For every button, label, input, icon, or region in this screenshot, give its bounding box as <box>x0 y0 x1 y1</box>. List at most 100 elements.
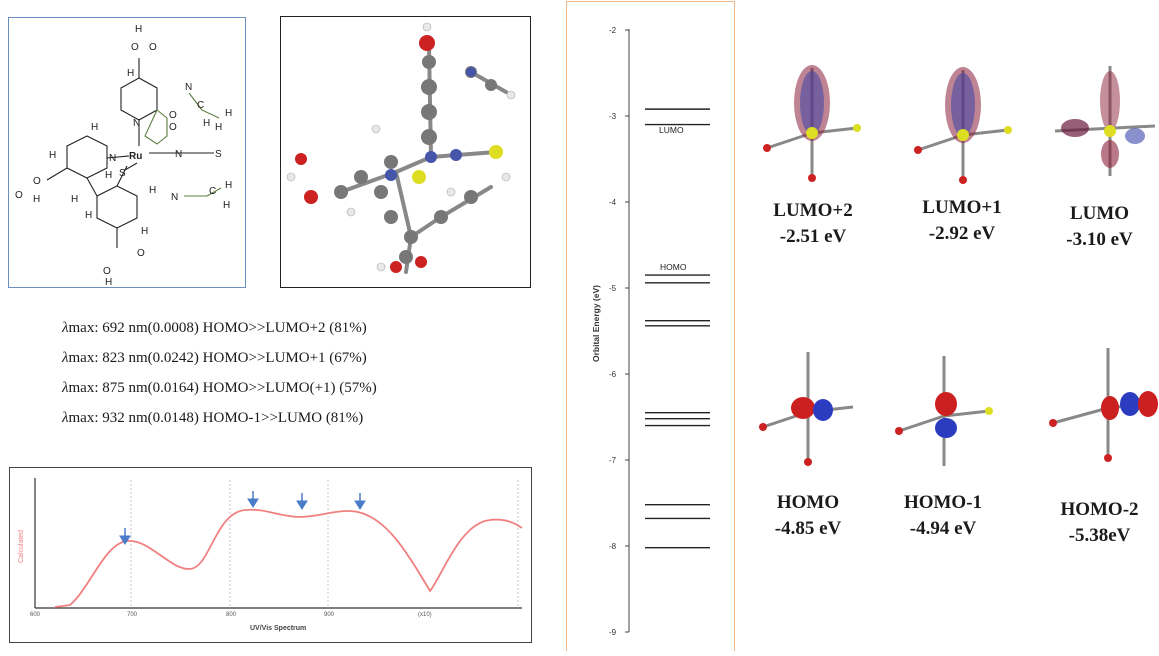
energy-tick-label: -4 <box>609 198 617 207</box>
atom-label: H <box>225 180 232 191</box>
atom-label: H <box>105 170 112 181</box>
atom-label: H <box>49 150 56 161</box>
transition-text: max: 932 nm(0.0148) HOMO-1>>LUMO (81%) <box>68 410 364 426</box>
atom-label: H <box>223 200 230 211</box>
peak-arrow-icon <box>247 491 259 508</box>
atom-label: N <box>185 82 192 93</box>
atom-label: N <box>171 192 178 203</box>
peak-arrow-icon <box>296 493 308 510</box>
orbital-energy: -4.85 eV <box>774 518 842 539</box>
atom-label: N <box>175 149 182 160</box>
transition-text: max: 823 nm(0.0242) HOMO>>LUMO+1 (67%) <box>68 350 367 366</box>
molecule-3d-model <box>286 22 516 274</box>
lambda-symbol: λ <box>62 320 69 336</box>
spectrum-curve <box>54 508 523 608</box>
x-tick-label: (x10) <box>418 612 432 618</box>
energy-tick-label: -6 <box>609 370 617 379</box>
transition-text: max: 875 nm(0.0164) HOMO>>LUMO(+1) (57%) <box>68 380 377 396</box>
atom-label: H <box>105 277 112 287</box>
energy-axis-label: Orbital Energy (eV) <box>591 285 601 362</box>
atom-label: H <box>225 108 232 119</box>
orbital-label-homo: HOMO -4.85 eV <box>743 490 873 542</box>
atom-label: O <box>169 110 177 121</box>
lambda-symbol: λ <box>62 350 69 366</box>
orbital-name: HOMO-1 <box>903 492 983 513</box>
atom-label: H <box>149 185 156 196</box>
orbital-image-homo-minus-1 <box>884 346 1006 481</box>
orbital-name: LUMO+1 <box>922 197 1002 218</box>
x-tick-label: 900 <box>324 612 335 618</box>
atom-label: O <box>103 266 111 277</box>
uv-vis-spectrum-chart: 600 700 800 900 (x10) UV/Vis Spectrum Ca… <box>18 478 523 632</box>
chemical-structure-drawing: H O O H N C H H H N O O H H Ru N S N S H… <box>15 24 232 288</box>
atom-label: H <box>33 194 40 205</box>
orbital-label-homo-minus-1: HOMO-1 -4.94 eV <box>878 490 1008 542</box>
lambda-symbol: λ <box>62 380 69 396</box>
transition-line: λmax: 932 nm(0.0148) HOMO-1>>LUMO (81%) <box>62 410 363 427</box>
x-tick-label: 600 <box>30 612 41 618</box>
atom-label: H <box>127 68 134 79</box>
transition-line: λmax: 875 nm(0.0164) HOMO>>LUMO(+1) (57%… <box>62 380 377 397</box>
atom-label: N <box>109 153 116 164</box>
peak-arrow-icon <box>354 493 366 510</box>
orbital-label-lumo-plus-2: LUMO+2 -2.51 eV <box>748 198 878 250</box>
orbital-energy: -5.38eV <box>1068 525 1131 546</box>
orbital-image-homo <box>748 342 870 477</box>
spectrum-y-axis-label: Calculated <box>18 530 25 563</box>
orbital-image-homo-minus-2 <box>1048 338 1159 473</box>
atom-label: H <box>141 226 148 237</box>
atom-label: C <box>197 100 204 111</box>
orbital-name: HOMO-2 <box>1060 499 1139 520</box>
orbital-image-lumo-plus-1 <box>903 60 1025 195</box>
atom-label: O <box>33 176 41 187</box>
orbital-energy: -2.51 eV <box>779 226 847 247</box>
orbital-name: LUMO+2 <box>773 200 853 221</box>
transition-text: max: 692 nm(0.0008) HOMO>>LUMO+2 (81%) <box>68 320 367 336</box>
energy-tick-label: -8 <box>609 542 617 551</box>
atom-label: H <box>215 122 222 133</box>
atom-label: H <box>91 122 98 133</box>
orbital-energy-diagram: -2 -3 -4 -5 -6 -7 -8 -9 Orbital Energy (eV) LUM… <box>566 1 735 651</box>
atom-label: O <box>169 122 177 133</box>
atom-label: S <box>119 168 126 179</box>
atom-label: H <box>71 194 78 205</box>
orbital-image-lumo <box>1050 56 1159 191</box>
orbital-image-lumo-plus-2 <box>752 58 874 193</box>
energy-tick-label: -5 <box>609 284 617 293</box>
peak-arrow-icon <box>119 528 131 545</box>
uv-vis-spectrum-panel: 600 700 800 900 (x10) UV/Vis Spectrum Ca… <box>9 467 532 643</box>
chemical-structure-panel: H O O H N C H H H N O O H H Ru N S N S H… <box>8 17 246 288</box>
energy-tick-label: -9 <box>609 628 617 637</box>
homo-label: HOMO <box>660 262 687 272</box>
orbital-energy: -2.92 eV <box>928 223 996 244</box>
orbital-energy: -4.94 eV <box>909 518 977 539</box>
atom-label: H <box>203 118 210 129</box>
energy-tick-label: -2 <box>609 26 617 35</box>
transition-line: λmax: 823 nm(0.0242) HOMO>>LUMO+1 (67%) <box>62 350 367 367</box>
atom-label: Ru <box>129 151 142 162</box>
atom-label: S <box>215 149 222 160</box>
orbital-label-lumo: LUMO -3.10 eV <box>1040 201 1159 253</box>
orbital-energy: -3.10 eV <box>1066 229 1133 250</box>
atom-label: N <box>133 118 140 129</box>
atom-label: H <box>85 210 92 221</box>
atom-label: C <box>209 186 216 197</box>
lambda-symbol: λ <box>62 410 69 426</box>
atom-label: O <box>137 248 145 259</box>
x-tick-label: 800 <box>226 612 237 618</box>
transition-line: λmax: 692 nm(0.0008) HOMO>>LUMO+2 (81%) <box>62 320 367 337</box>
atom-label: H <box>135 24 142 35</box>
orbital-name: LUMO <box>1069 203 1130 224</box>
orbital-name: HOMO <box>776 492 840 513</box>
energy-tick-label: -3 <box>609 112 617 121</box>
molecule-3d-model-panel <box>280 16 531 288</box>
spectrum-x-axis-label: UV/Vis Spectrum <box>250 625 306 632</box>
orbital-label-homo-minus-2: HOMO-2 -5.38eV <box>1040 497 1159 549</box>
atom-label: O <box>15 190 23 201</box>
atom-label: O <box>131 42 139 53</box>
lumo-label: LUMO <box>659 125 684 135</box>
x-tick-label: 700 <box>127 612 138 618</box>
orbital-energy-chart: -2 -3 -4 -5 -6 -7 -8 -9 Orbital Energy (eV) LUM… <box>591 26 710 637</box>
orbital-label-lumo-plus-1: LUMO+1 -2.92 eV <box>897 195 1027 247</box>
atom-label: O <box>149 42 157 53</box>
